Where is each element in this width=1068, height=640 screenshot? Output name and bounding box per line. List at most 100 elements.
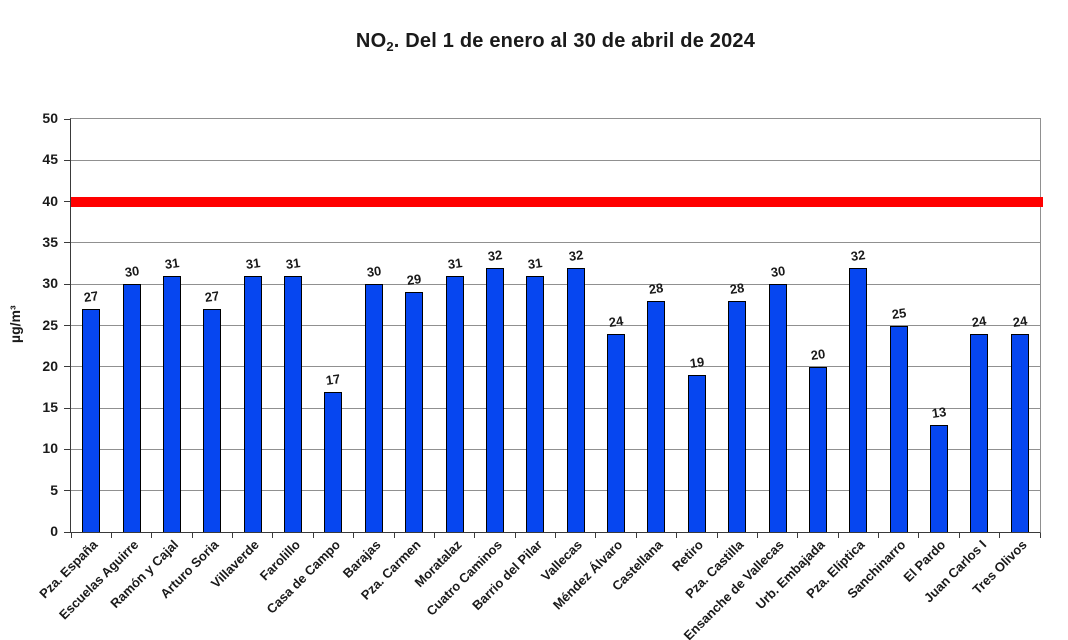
y-axis-tick — [64, 159, 71, 161]
bar-value-label: 30 — [123, 263, 140, 281]
bar — [122, 284, 141, 532]
bar-value-label: 32 — [486, 246, 504, 264]
y-axis-tick-label: 20 — [42, 357, 58, 374]
x-axis-tick — [70, 533, 72, 538]
x-axis-tick — [151, 533, 153, 538]
bar — [607, 333, 626, 532]
bar-value-label: 29 — [405, 271, 423, 289]
x-axis-tick — [272, 533, 274, 538]
chart-title-subscript: 2 — [386, 39, 394, 54]
gridline — [71, 242, 1040, 244]
y-axis-tick-label: 0 — [50, 523, 58, 539]
x-axis-tick — [676, 533, 678, 538]
gridline — [71, 407, 1040, 409]
gridline — [71, 366, 1040, 368]
bar — [405, 292, 424, 532]
chart-title-base: NO — [355, 30, 387, 52]
y-axis: 0 5 10 15 20 25 30 35 40 45 50 — [0, 110, 58, 539]
bar-value-label: 24 — [1011, 312, 1029, 330]
gridline — [71, 448, 1040, 450]
bar-value-label: 31 — [244, 255, 261, 272]
chart-title-rest: . Del 1 de enero al 30 de abril de 2024 — [393, 30, 756, 52]
gridline — [71, 159, 1040, 161]
chart-title: NO2. Del 1 de enero al 30 de abril de 20… — [70, 30, 1041, 54]
bar-value-label: 24 — [971, 312, 988, 330]
bar-value-label: 19 — [688, 354, 706, 371]
bar — [566, 267, 585, 532]
x-axis-tick — [999, 533, 1001, 538]
bar — [243, 275, 262, 532]
bar-value-label: 31 — [284, 255, 302, 272]
plot-area: 27 30 31 27 31 31 17 30 29 31 32 31 32 24 28 19 28 30 20 32… — [64, 118, 1043, 538]
bar — [728, 300, 747, 532]
bar — [284, 275, 303, 532]
bar — [485, 267, 504, 532]
x-axis-labels: Pza. España Escuelas Aguirre Ramón y Cajal… — [37, 537, 1039, 640]
x-axis-tick — [716, 533, 718, 538]
y-axis-tick-label: 50 — [42, 110, 58, 126]
bar — [445, 275, 464, 532]
y-axis-tick-label: 25 — [42, 316, 58, 333]
x-axis-label-text: Retiro — [669, 537, 707, 575]
bar-value-label: 31 — [163, 255, 181, 272]
x-axis-tick — [1039, 533, 1041, 538]
x-axis-tick — [191, 533, 193, 538]
y-axis-tick — [64, 118, 71, 120]
reference-limit-line — [71, 196, 1043, 207]
bar — [1010, 333, 1029, 532]
bar — [364, 284, 383, 532]
y-axis-tick — [64, 283, 71, 285]
y-axis-tick-label: 35 — [42, 233, 58, 250]
y-axis-tick — [64, 531, 71, 533]
x-axis-tick — [797, 533, 799, 538]
bar — [970, 333, 989, 532]
y-axis-tick-label: 30 — [42, 275, 58, 292]
x-axis-tick — [756, 533, 758, 538]
y-axis-tick — [64, 407, 71, 409]
x-axis-label-text: Barrio del Pilar — [468, 537, 545, 614]
x-axis-tick — [635, 533, 637, 538]
y-axis-tick-label: 5 — [50, 481, 58, 498]
x-axis-tick — [958, 533, 960, 538]
bar-value-label: 30 — [769, 263, 786, 281]
y-axis-tick — [64, 490, 71, 492]
bar — [849, 267, 868, 532]
y-axis-tick-label: 45 — [42, 151, 58, 168]
x-axis-tick — [837, 533, 839, 538]
x-axis-tick — [595, 533, 597, 538]
x-axis-tick — [918, 533, 920, 538]
x-axis-tick — [555, 533, 556, 538]
x-axis-tick — [353, 533, 355, 538]
bar-value-label: 27 — [204, 288, 221, 305]
x-axis-tick — [878, 533, 879, 538]
bar — [768, 284, 787, 532]
y-axis-tick — [64, 201, 71, 203]
bar — [930, 424, 949, 532]
bar-value-label: 28 — [648, 279, 665, 297]
bar-value-label: 27 — [82, 288, 100, 305]
x-axis-label-text: Casa de Campo — [263, 537, 344, 617]
x-axis-tick — [232, 533, 233, 538]
bar-value-label: 32 — [567, 246, 584, 264]
bar-value-label: 30 — [365, 263, 383, 281]
gridline — [71, 283, 1040, 285]
bar — [889, 325, 908, 532]
y-axis-tick — [64, 366, 71, 368]
gridline — [71, 325, 1040, 326]
y-axis-tick — [64, 325, 71, 326]
y-axis-tick-label: 15 — [42, 399, 58, 416]
bar — [82, 308, 101, 532]
y-axis-tick-label: 40 — [42, 192, 58, 209]
bar — [808, 366, 827, 532]
y-axis-tick — [64, 448, 71, 450]
bar-value-label: 24 — [607, 312, 625, 330]
x-axis-tick — [433, 533, 435, 538]
bar-value-label: 31 — [446, 255, 463, 272]
bar — [324, 391, 343, 532]
bar-value-label: 28 — [728, 279, 746, 297]
bar-value-label: 25 — [890, 304, 907, 322]
bar-value-label: 13 — [930, 403, 948, 421]
x-axis-tick — [514, 533, 516, 538]
gridline — [71, 490, 1040, 492]
